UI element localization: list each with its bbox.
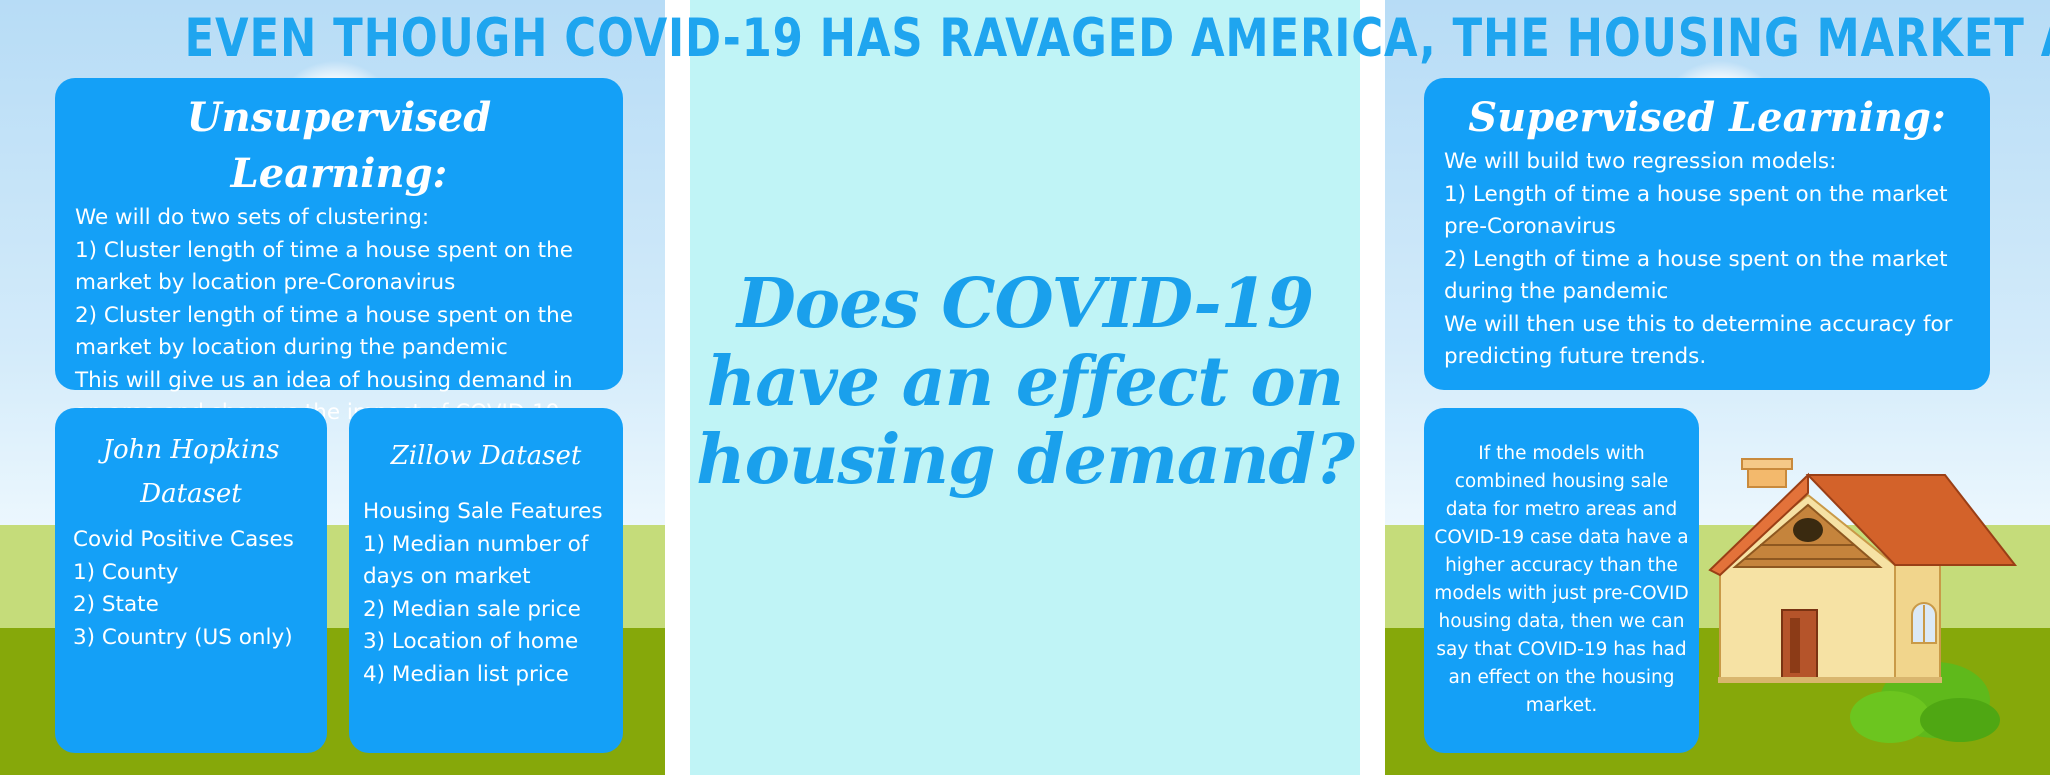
conclusion-body: If the models with combined housing sale… [1434, 443, 1689, 716]
unsupervised-learning-body: We will do two sets of clustering: 1) Cl… [75, 205, 573, 425]
conclusion-card: If the models with combined housing sale… [1424, 408, 1699, 753]
zillow-dataset-card: Zillow Dataset Housing Sale Features 1) … [349, 408, 623, 753]
house-icon [1708, 458, 2018, 743]
supervised-learning-body: We will build two regression models: 1) … [1444, 149, 1953, 369]
zillow-dataset-body: Housing Sale Features 1) Median number o… [363, 499, 603, 687]
zillow-dataset-title: Zillow Dataset [390, 441, 582, 471]
center-panel: Does COVID-19 have an effect on housing … [690, 0, 1360, 775]
central-question: Does COVID-19 have an effect on housing … [696, 264, 1355, 500]
unsupervised-learning-title: Unsupervised Learning: [186, 94, 492, 197]
page-title: EVEN THOUGH COVID-19 HAS RAVAGED AMERICA… [184, 8, 2050, 69]
john-hopkins-dataset-card: John Hopkins Dataset Covid Positive Case… [55, 408, 327, 753]
john-hopkins-dataset-title: John Hopkins Dataset [102, 435, 280, 509]
unsupervised-learning-card: Unsupervised Learning: We will do two se… [55, 78, 623, 425]
supervised-learning-title: Supervised Learning: [1468, 94, 1946, 141]
john-hopkins-dataset-body: Covid Positive Cases 1) County 2) State … [73, 527, 294, 650]
supervised-learning-card: Supervised Learning: We will build two r… [1424, 78, 1990, 390]
